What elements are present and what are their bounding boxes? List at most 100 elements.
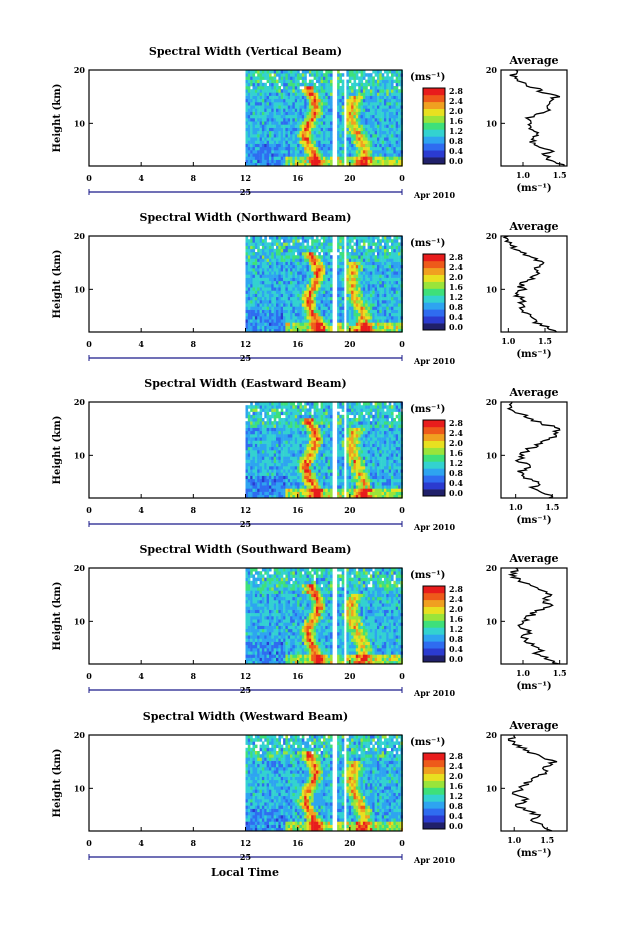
heatmap-cell — [300, 153, 303, 157]
heatmap-cell — [255, 150, 258, 154]
heatmap-cell — [304, 108, 307, 112]
heatmap-cell — [255, 284, 258, 288]
heatmap-cell — [285, 460, 288, 464]
heatmap-cell — [292, 268, 295, 272]
heatmap-cell — [297, 460, 300, 464]
heatmap-cell — [253, 121, 256, 125]
heatmap-cell — [264, 92, 267, 96]
heatmap-cell — [264, 437, 267, 441]
heatmap-cell — [321, 128, 324, 132]
heatmap-cell — [274, 134, 277, 138]
heatmap-cell — [300, 274, 303, 278]
heatmap-cell — [325, 428, 328, 432]
heatmap-cell — [358, 160, 361, 164]
heatmap-cell — [307, 92, 310, 96]
heatmap-cell — [368, 83, 371, 87]
heatmap-cell — [276, 147, 279, 151]
heatmap-cell — [264, 239, 267, 243]
heatmap-cell — [307, 115, 310, 119]
heatmap-cell — [292, 412, 295, 416]
heatmap-cell — [302, 428, 305, 432]
heatmap-cell — [370, 319, 373, 323]
heatmap-cell — [300, 453, 303, 457]
heatmap-cell — [309, 463, 312, 467]
heatmap-cell — [372, 278, 375, 282]
heatmap-cell — [290, 83, 293, 87]
heatmap-cell — [325, 453, 328, 457]
x-tick-label: 8 — [191, 339, 197, 349]
heatmap-cell — [262, 73, 265, 77]
heatmap-cell — [391, 80, 394, 84]
heatmap-cell — [264, 310, 267, 314]
heatmap-cell — [309, 86, 312, 90]
heatmap-cell — [363, 140, 366, 144]
heatmap-cell — [297, 255, 300, 259]
heatmap-cell — [288, 440, 291, 444]
heatmap-cell — [330, 108, 333, 112]
heatmap-cell — [386, 96, 389, 100]
heatmap-cell — [285, 316, 288, 320]
heatmap-cell — [307, 444, 310, 448]
heatmap-cell — [269, 102, 272, 106]
heatmap-cell — [250, 124, 253, 128]
heatmap-cell — [257, 156, 260, 160]
heatmap-cell — [267, 316, 270, 320]
heatmap-cell — [356, 242, 359, 246]
heatmap-cell — [271, 137, 274, 141]
heatmap-cell — [285, 326, 288, 330]
heatmap-cell — [257, 258, 260, 262]
heatmap-cell — [318, 412, 321, 416]
heatmap-cell — [370, 255, 373, 259]
heatmap-cell — [328, 290, 331, 294]
heatmap-cell — [276, 424, 279, 428]
heatmap-cell — [278, 479, 281, 483]
heatmap-cell — [292, 108, 295, 112]
heatmap-cell — [276, 160, 279, 164]
heatmap-cell — [375, 258, 378, 262]
heatmap-cell — [377, 274, 380, 278]
heatmap-cell — [290, 265, 293, 269]
heatmap-cell — [302, 156, 305, 160]
heatmap-cell — [304, 306, 307, 310]
heatmap-cell — [330, 421, 333, 425]
heatmap-cell — [302, 99, 305, 103]
heatmap-cell — [307, 249, 310, 253]
heatmap-cell — [257, 488, 260, 492]
heatmap-cell — [271, 408, 274, 412]
heatmap-cell — [300, 128, 303, 132]
heatmap-cell — [391, 144, 394, 148]
heatmap-cell — [288, 437, 291, 441]
heatmap-cell — [354, 306, 357, 310]
heatmap-cell — [295, 492, 298, 496]
heatmap-cell — [283, 281, 286, 285]
heatmap — [246, 402, 404, 498]
heatmap-cell — [325, 313, 328, 317]
heatmap-cell — [330, 281, 333, 285]
heatmap-cell — [375, 83, 378, 87]
heatmap-cell — [290, 428, 293, 432]
heatmap-cell — [255, 147, 258, 151]
heatmap-cell — [342, 249, 345, 253]
heatmap-cell — [307, 479, 310, 483]
heatmap-cell — [295, 268, 298, 272]
heatmap-cell — [309, 147, 312, 151]
heatmap-cell — [321, 287, 324, 291]
heatmap-cell — [288, 76, 291, 80]
heatmap-cell — [278, 287, 281, 291]
heatmap-cell — [300, 144, 303, 148]
heatmap-cell — [262, 124, 265, 128]
heatmap-cell — [297, 463, 300, 467]
heatmap-cell — [297, 140, 300, 144]
heatmap-cell — [304, 294, 307, 298]
heatmap-cell — [365, 118, 368, 122]
heatmap-cell — [356, 322, 359, 326]
heatmap-cell — [311, 492, 314, 496]
heatmap-cell — [379, 249, 382, 253]
heatmap-cell — [316, 440, 319, 444]
heatmap-cell — [264, 144, 267, 148]
heatmap-cell — [349, 124, 352, 128]
heatmap-cell — [278, 255, 281, 259]
heatmap-cell — [318, 287, 321, 291]
heatmap-cell — [250, 447, 253, 451]
heatmap-cell — [269, 456, 272, 460]
